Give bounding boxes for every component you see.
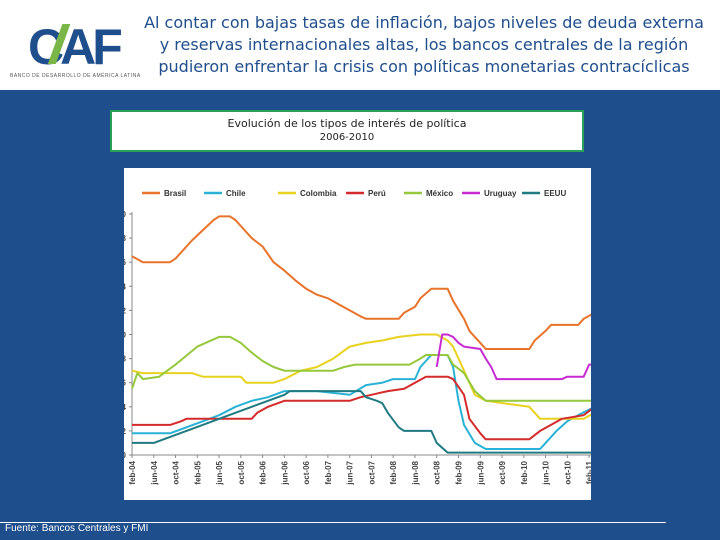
legend-label: Uruguay	[484, 189, 517, 198]
y-tick-label: 20	[124, 210, 127, 219]
logo-text: CAF	[28, 19, 121, 74]
x-tick-label: oct-07	[367, 460, 376, 484]
legend-label: Chile	[226, 189, 246, 198]
series-line	[132, 354, 596, 450]
x-tick-label: feb-11	[585, 460, 591, 484]
x-tick-label: jun-10	[542, 460, 551, 485]
y-tick-label: 12	[124, 306, 127, 315]
y-tick-label: 8	[124, 355, 127, 364]
source-note: Fuente: Bancos Centrales y FMI	[5, 523, 149, 534]
series-line	[132, 390, 595, 454]
y-tick-label: 10	[124, 331, 127, 340]
series-line	[131, 333, 596, 420]
x-tick-label: oct-09	[498, 460, 507, 484]
chart-subtitle: 2006-2010	[319, 132, 375, 143]
caf-logo: CAF	[8, 14, 138, 84]
x-tick-label: feb-04	[128, 460, 137, 484]
series-line	[131, 335, 595, 402]
y-tick-label: 0	[124, 451, 127, 460]
x-tick-label: oct-08	[433, 460, 442, 484]
chart-title-box: Evolución de los tipos de interés de pol…	[110, 110, 584, 152]
legend-label: México	[426, 189, 453, 198]
x-tick-label: oct-06	[302, 460, 311, 484]
x-tick-label: jun-04	[150, 460, 159, 485]
chart-title: Evolución de los tipos de interés de pol…	[227, 117, 467, 130]
line-chart: 0 2 4 6 8 10 12 14 16 18 20 feb-04 jun-04 oct-04 feb-0…	[117, 189, 600, 486]
x-tick-label: jun-06	[280, 460, 289, 485]
legend-label: Colombia	[300, 189, 337, 198]
x-tick-label: feb-08	[389, 460, 398, 484]
caf-logo-icon: CAF	[28, 19, 125, 75]
y-tick-label: 4	[124, 403, 127, 412]
series-line	[435, 333, 595, 381]
legend-label: Perú	[368, 189, 386, 198]
legend-label: Brasil	[164, 189, 186, 198]
y-tick-label: 2	[124, 427, 127, 436]
x-tick-label: jun-07	[346, 460, 355, 485]
y-tick-label: 6	[124, 379, 127, 388]
x-tick-label: feb-07	[324, 460, 333, 484]
x-tick-label: oct-05	[237, 460, 246, 484]
legend-label: EEUU	[544, 189, 566, 198]
x-tick-label: jun-09	[476, 460, 485, 485]
y-tick-label: 16	[124, 258, 127, 267]
y-tick-label: 18	[124, 234, 127, 243]
page-headline: Al contar con bajas tasas de inflación, …	[144, 13, 704, 76]
x-tick-label: jun-05	[215, 460, 224, 485]
x-tick-label: oct-04	[172, 460, 181, 484]
chart-area: 0 2 4 6 8 10 12 14 16 18 20 feb-04 jun-04 oct-04 feb-0…	[117, 168, 600, 500]
series-line	[131, 215, 596, 350]
x-tick-label: feb-05	[193, 460, 202, 484]
x-tick-label: feb-09	[455, 460, 464, 484]
x-tick-label: feb-10	[520, 460, 529, 484]
series-line	[132, 375, 596, 441]
x-tick-label: oct-10	[563, 460, 572, 484]
logo-tagline: BANCO DE DESARROLLO DE AMÉRICA LATINA	[10, 73, 141, 79]
y-tick-label: 14	[124, 282, 127, 291]
header: CAF BANCO DE DESARROLLO DE AMÉRICA LATIN…	[0, 0, 720, 90]
footer-divider	[0, 522, 666, 523]
x-tick-label: feb-06	[259, 460, 268, 484]
x-tick-label: jun-08	[411, 460, 420, 485]
logo-green-accent	[47, 24, 71, 64]
